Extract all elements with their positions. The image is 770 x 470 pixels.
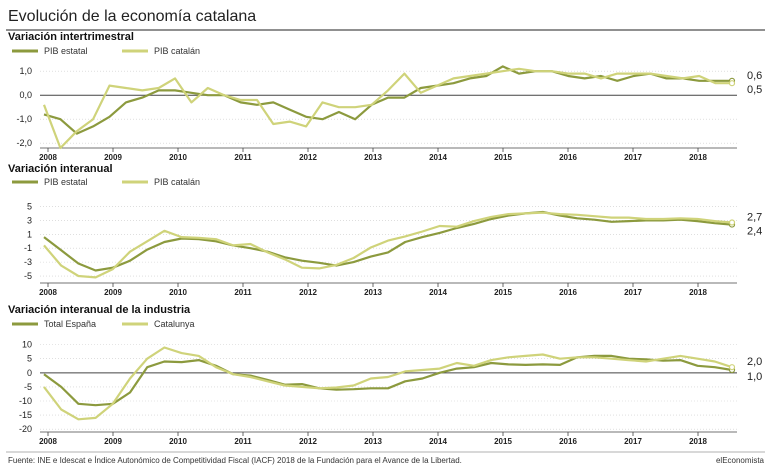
y-tick-label: -15 <box>19 410 32 420</box>
legend-label: Total España <box>44 319 96 329</box>
series-end-point <box>728 80 736 87</box>
y-tick-label: -5 <box>24 271 32 281</box>
x-tick-label: 2013 <box>364 437 382 446</box>
end-value-label: 2,0 <box>747 356 762 368</box>
brand-label: elEconomista <box>716 456 765 465</box>
series-line-1 <box>43 354 733 407</box>
legend-label: PIB catalán <box>154 177 200 187</box>
y-tick-label: -2,0 <box>16 138 32 148</box>
x-tick-label: 2012 <box>299 437 317 446</box>
x-tick-label: 2011 <box>234 288 252 297</box>
legend-label: PIB estatal <box>44 46 88 56</box>
end-value-label: 1,0 <box>747 371 762 383</box>
x-tick-label: 2009 <box>104 153 122 162</box>
x-tick-label: 2010 <box>169 288 187 297</box>
panel-1: Variación intertrimestral PIB estatal PIB … <box>8 31 762 162</box>
x-tick-label: 2008 <box>39 437 57 446</box>
y-tick-label: -5 <box>24 382 32 392</box>
series-line-1 <box>43 210 733 272</box>
x-tick-label: 2015 <box>494 437 512 446</box>
x-tick-label: 2009 <box>104 437 122 446</box>
y-tick-label: 1 <box>27 229 32 239</box>
y-tick-label: 0 <box>27 368 32 378</box>
source-note: Fuente: INE e Idescat e Índice Autonómic… <box>8 456 462 465</box>
x-tick-label: 2016 <box>559 153 577 162</box>
x-tick-label: 2011 <box>234 153 252 162</box>
x-tick-label: 2014 <box>429 153 447 162</box>
x-tick-label: 2017 <box>624 288 642 297</box>
x-tick-label: 2010 <box>169 437 187 446</box>
panel-2: Variación interanual PIB estatal PIB catal… <box>8 163 762 297</box>
x-tick-label: 2012 <box>299 153 317 162</box>
y-tick-label: 10 <box>22 340 32 350</box>
x-tick-label: 2018 <box>689 153 707 162</box>
end-value-label: 2,4 <box>747 226 762 238</box>
x-tick-label: 2008 <box>39 288 57 297</box>
x-tick-label: 2015 <box>494 153 512 162</box>
y-tick-label: 0,0 <box>19 90 32 100</box>
x-tick-label: 2010 <box>169 153 187 162</box>
series-end-point <box>728 364 736 371</box>
x-tick-label: 2013 <box>364 288 382 297</box>
end-value-label: 0,5 <box>747 84 762 96</box>
y-tick-label: 5 <box>27 201 32 211</box>
legend-label: PIB estatal <box>44 177 88 187</box>
x-tick-label: 2018 <box>689 437 707 446</box>
panel-subtitle: Variación intertrimestral <box>8 31 134 43</box>
y-tick-label: -1,0 <box>16 114 32 124</box>
x-tick-label: 2011 <box>234 437 252 446</box>
x-tick-label: 2017 <box>624 153 642 162</box>
series-line-2 <box>42 67 732 150</box>
series-line-2 <box>43 346 733 421</box>
series-line-1 <box>43 65 732 135</box>
y-tick-label: 1,0 <box>19 66 32 76</box>
x-tick-label: 2018 <box>689 288 707 297</box>
x-tick-label: 2009 <box>104 288 122 297</box>
y-tick-label: -1 <box>24 243 32 253</box>
y-tick-label: 3 <box>27 215 32 225</box>
x-tick-label: 2014 <box>429 288 447 297</box>
series-line-2 <box>43 211 733 279</box>
x-tick-label: 2016 <box>559 288 577 297</box>
legend-label: Catalunya <box>154 319 195 329</box>
x-tick-label: 2014 <box>429 437 447 446</box>
y-tick-label: -10 <box>19 396 32 406</box>
x-tick-label: 2015 <box>494 288 512 297</box>
end-value-label: 2,7 <box>747 211 762 223</box>
x-tick-label: 2013 <box>364 153 382 162</box>
legend-label: PIB catalán <box>154 46 200 56</box>
chart-panels: Variación intertrimestral PIB estatal PIB … <box>8 31 762 446</box>
panel-3: Variación interanual de la industria Tota… <box>8 304 762 446</box>
y-tick-label: -20 <box>19 424 32 434</box>
x-tick-label: 2017 <box>624 437 642 446</box>
end-value-label: 0,6 <box>747 70 762 82</box>
x-tick-label: 2012 <box>299 288 317 297</box>
panel-subtitle: Variación interanual <box>8 163 113 175</box>
panel-subtitle: Variación interanual de la industria <box>8 304 191 316</box>
x-tick-label: 2008 <box>39 153 57 162</box>
y-tick-label: 5 <box>27 354 32 364</box>
x-tick-label: 2016 <box>559 437 577 446</box>
chart-title: Evolución de la economía catalana <box>8 8 256 25</box>
series-end-point <box>728 219 736 226</box>
y-tick-label: -3 <box>24 257 32 267</box>
